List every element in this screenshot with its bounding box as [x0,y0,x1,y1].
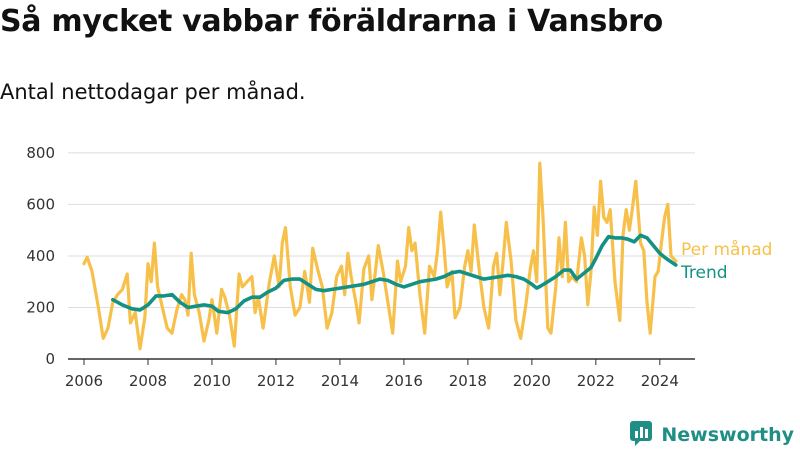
x-tick-label: 2018 [449,372,487,390]
x-tick-label: 2020 [513,372,551,390]
y-tick-label: 200 [26,298,55,316]
y-tick-label: 400 [26,247,55,265]
y-tick-label: 600 [26,195,55,213]
x-tick-label: 2016 [385,372,423,390]
x-tick-label: 2010 [193,372,231,390]
x-tick-label: 2022 [577,372,615,390]
x-tick-label: 2014 [321,372,359,390]
brand-logo: Newsworthy [629,420,794,450]
monthly-series-line [82,161,678,351]
x-tick-label: 2006 [65,372,103,390]
series-lines [82,161,678,351]
chart-subtitle: Antal nettodagar per månad. [0,80,306,104]
x-tick-label: 2024 [641,372,679,390]
brand-name: Newsworthy [661,424,794,446]
series-label-trend: Trend [680,263,728,283]
y-tick-label: 800 [26,144,55,162]
series-labels: Per månad Trend [680,239,772,283]
y-tick-label: 0 [45,350,55,368]
chart-title: Så mycket vabbar föräldrarna i Vansbro [0,4,663,39]
newsworthy-logo-icon [629,420,655,450]
trend-series-line [111,233,678,315]
gridlines [68,152,695,308]
axes: 0 200 400 600 800 2006 2008 2010 2012 2014 2016 201… [26,144,695,390]
series-label-per-manad: Per månad [681,239,772,260]
x-tick-label: 2008 [129,372,167,390]
x-tick-label: 2012 [257,372,295,390]
